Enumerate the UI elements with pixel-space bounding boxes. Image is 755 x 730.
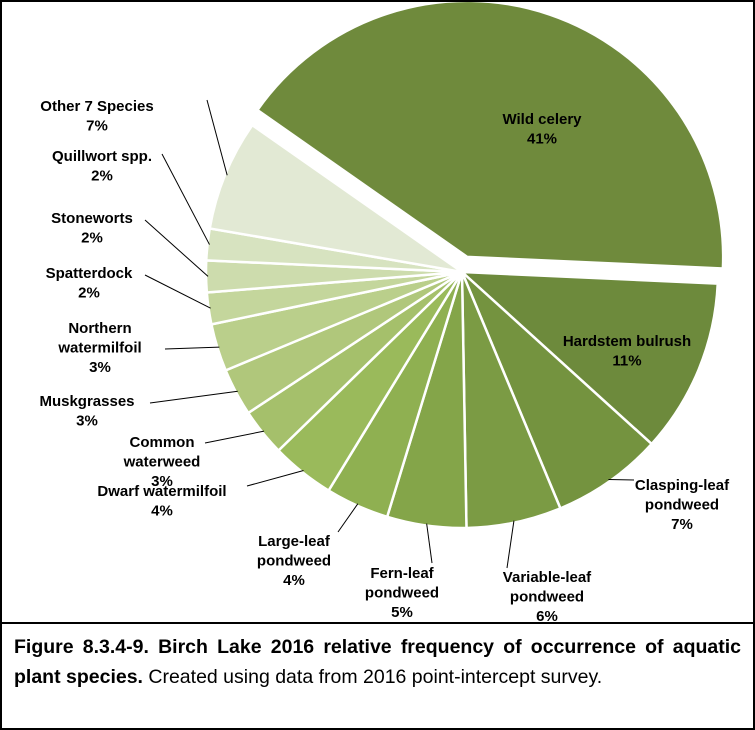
pie-slice — [460, 271, 654, 510]
caption: Figure 8.3.4-9. Birch Lake 2016 relative… — [2, 622, 753, 692]
slice-label: Wild celery — [502, 111, 582, 128]
slice-label: Hardstem bulrush — [563, 333, 691, 350]
caption-bold: Figure 8.3.4-9. Birch Lake 2016 relative… — [14, 636, 741, 688]
leader-line — [337, 503, 359, 533]
slice-label: Dwarf watermilfoil — [97, 483, 226, 500]
value-label: 2% — [91, 167, 113, 184]
leader-line — [149, 390, 238, 404]
value-label: 5% — [391, 604, 413, 621]
value-label: 4% — [283, 572, 305, 589]
slice-label: Spatterdock — [46, 265, 133, 282]
leader-line — [144, 274, 211, 309]
slice-label: Clasping-leaf pondweed — [635, 477, 730, 514]
slice-label: Other 7 Species — [40, 98, 153, 115]
value-label: 7% — [671, 516, 693, 533]
slice-label: Variable-leaf pondweed — [503, 569, 592, 606]
value-label: 2% — [81, 229, 103, 246]
value-label: 2% — [78, 284, 100, 301]
leader-line — [161, 153, 210, 245]
pie-slice — [255, 2, 725, 270]
slice-label: Northern watermilfoil — [57, 320, 141, 357]
value-label: 3% — [89, 359, 111, 376]
pie-slice — [208, 123, 463, 274]
slice-label: Common waterweed — [123, 434, 201, 471]
leader-line — [144, 219, 209, 277]
leader-line — [426, 523, 433, 564]
leader-line — [164, 346, 220, 350]
leader-line — [506, 520, 515, 569]
value-label: 6% — [536, 608, 558, 622]
value-label: 41% — [527, 130, 557, 147]
leader-line — [206, 99, 228, 176]
slice-label: Large-leaf pondweed — [257, 533, 331, 570]
leader-line — [246, 470, 304, 487]
value-label: 4% — [151, 502, 173, 519]
value-label: 3% — [76, 412, 98, 429]
leader-line — [204, 430, 265, 444]
pie-slice — [458, 270, 720, 446]
value-label: 3% — [151, 473, 173, 490]
slice-label: Muskgrasses — [39, 393, 134, 410]
slice-label: Quillwort spp. — [52, 148, 152, 165]
value-label: 7% — [86, 117, 108, 134]
caption-text: Created using data from 2016 point-inter… — [148, 666, 603, 688]
chart: Wild celery 41% Hardstem bulrush 11% Claspin… — [39, 2, 730, 622]
value-label: 11% — [612, 352, 641, 369]
slice-label: Stoneworts — [51, 210, 133, 227]
slice-label: Fern-leaf pondweed — [365, 565, 439, 602]
